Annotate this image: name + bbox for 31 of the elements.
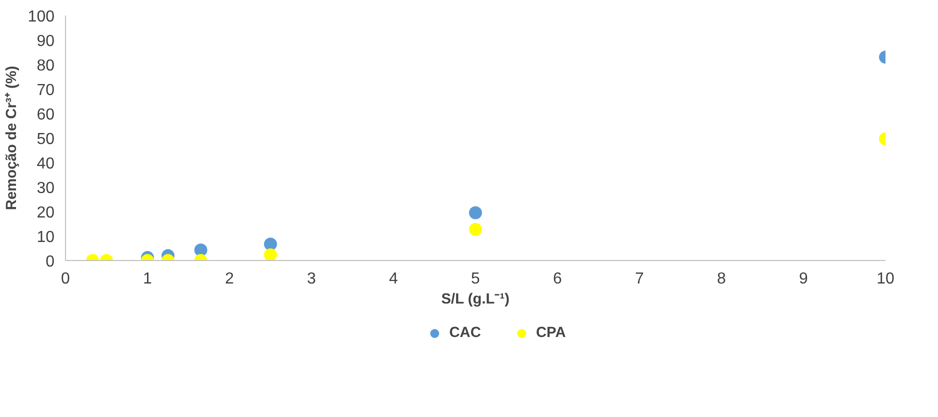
y-tick-label: 40 bbox=[36, 156, 55, 172]
point bbox=[469, 206, 482, 220]
y-tick-label: 0 bbox=[46, 254, 55, 270]
y-tick-label: 80 bbox=[36, 58, 55, 74]
legend-label: CPA bbox=[536, 324, 566, 340]
x-tick-label: 10 bbox=[876, 270, 894, 288]
y-axis-title: Remoção de Cr³⁺ (%) bbox=[4, 66, 20, 210]
x-tick-label: 6 bbox=[553, 270, 562, 288]
x-tick-label: 2 bbox=[225, 270, 234, 288]
y-tick-label: 100 bbox=[28, 8, 55, 26]
point bbox=[264, 248, 277, 260]
x-tick-label: 4 bbox=[389, 270, 398, 288]
x-tick-label: 0 bbox=[61, 270, 70, 288]
x-tick-label: 8 bbox=[717, 270, 726, 288]
y-tick-label: 60 bbox=[36, 106, 55, 124]
y-tick-label: 70 bbox=[36, 82, 55, 99]
y-tick-label: 30 bbox=[36, 180, 55, 197]
x-axis-title: S/L (g.L⁻¹) bbox=[441, 292, 510, 308]
x-tick-label: 7 bbox=[635, 270, 644, 288]
legend-label: CAC bbox=[449, 324, 481, 340]
point bbox=[264, 238, 277, 251]
point bbox=[469, 222, 482, 236]
y-tick-label: 90 bbox=[36, 33, 55, 50]
x-tick-label: 1 bbox=[143, 270, 152, 288]
x-tick-label: 9 bbox=[799, 270, 808, 288]
x-tick-label: 5 bbox=[471, 270, 480, 288]
y-tick-label: 50 bbox=[36, 131, 55, 148]
point bbox=[194, 243, 208, 256]
y-tick-label: 10 bbox=[36, 229, 55, 246]
y-tick-label: 20 bbox=[36, 204, 55, 222]
x-tick-label: 3 bbox=[307, 270, 316, 288]
